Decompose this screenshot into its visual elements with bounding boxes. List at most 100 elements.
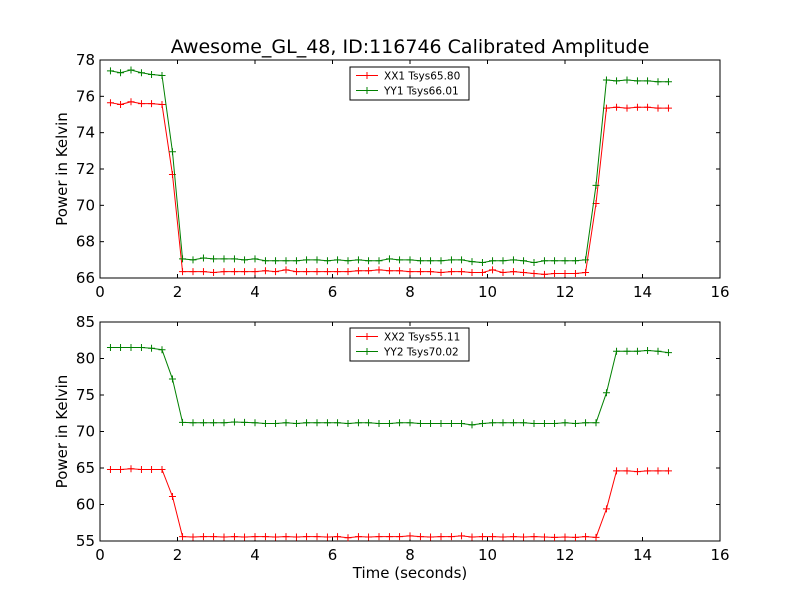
data-point [499, 419, 507, 427]
data-point [613, 103, 621, 111]
x-tick-label: 0 [95, 283, 105, 301]
x-tick-label: 0 [95, 546, 105, 564]
data-point [354, 533, 362, 541]
data-point [602, 505, 610, 513]
data-point [261, 533, 269, 541]
data-point [313, 256, 321, 264]
legend-label: XX2 Tsys55.11 [384, 332, 460, 344]
data-point [540, 419, 548, 427]
data-point [458, 256, 466, 264]
data-point [210, 269, 218, 277]
data-point [282, 266, 290, 274]
y-tick-label: 72 [76, 160, 95, 178]
data-point [509, 256, 517, 264]
data-point [416, 419, 424, 427]
x-tick-label: 8 [405, 546, 415, 564]
data-point [251, 268, 259, 276]
data-point [365, 533, 373, 541]
y-tick-label: 75 [76, 386, 95, 404]
data-point [406, 268, 414, 276]
data-point [385, 255, 393, 263]
data-point [613, 467, 621, 475]
data-point [664, 467, 672, 475]
y-tick-label: 70 [76, 196, 95, 214]
data-point [530, 419, 538, 427]
x-tick-label: 4 [250, 283, 260, 301]
data-point [489, 257, 497, 265]
data-point [365, 257, 373, 265]
y-tick-label: 80 [76, 350, 95, 368]
x-axis-label: Time (seconds) [352, 564, 468, 582]
data-point [158, 101, 166, 109]
data-point [623, 104, 631, 112]
data-point [623, 347, 631, 355]
data-point [427, 268, 435, 276]
data-point [458, 419, 466, 427]
data-point [127, 344, 135, 352]
data-point [396, 419, 404, 427]
data-point [582, 269, 590, 277]
legend-marker [363, 87, 371, 94]
x-tick-label: 10 [478, 283, 497, 301]
data-point [406, 532, 414, 540]
y-axis-label: Power in Kelvin [53, 375, 71, 489]
data-point [561, 269, 569, 277]
data-point [427, 419, 435, 427]
data-point [623, 76, 631, 84]
y-tick-label: 85 [76, 313, 95, 331]
data-point [241, 256, 249, 264]
data-point [437, 419, 445, 427]
data-point [375, 533, 383, 541]
data-point [344, 257, 352, 265]
data-point [437, 533, 445, 541]
data-point [654, 347, 662, 355]
data-point [664, 78, 672, 86]
data-point [261, 267, 269, 275]
data-point [344, 534, 352, 542]
y-tick-label: 66 [76, 269, 95, 287]
data-point [437, 269, 445, 277]
data-point [220, 533, 228, 541]
data-point [179, 533, 187, 541]
data-point [499, 533, 507, 541]
x-tick-label: 6 [328, 546, 338, 564]
data-point [189, 268, 197, 276]
x-tick-label: 4 [250, 546, 260, 564]
x-tick-label: 14 [633, 283, 652, 301]
data-point [561, 419, 569, 427]
data-point [478, 259, 486, 267]
data-point [540, 533, 548, 541]
data-point [117, 465, 125, 473]
data-point [292, 257, 300, 265]
data-point [210, 419, 218, 427]
data-point [561, 257, 569, 265]
data-point [272, 257, 280, 265]
data-point [230, 533, 238, 541]
data-point [551, 533, 559, 541]
data-point [416, 268, 424, 276]
data-point [592, 419, 600, 427]
data-point [199, 254, 207, 262]
data-point [137, 344, 145, 352]
data-point [416, 533, 424, 541]
data-point [447, 268, 455, 276]
data-point [592, 181, 600, 189]
data-point [272, 533, 280, 541]
data-point [303, 419, 311, 427]
data-point [344, 419, 352, 427]
data-point [323, 533, 331, 541]
x-tick-label: 2 [173, 546, 183, 564]
legend: XX2 Tsys55.11 YY2 Tsys70.02 [349, 327, 470, 362]
data-point [323, 268, 331, 276]
data-point [571, 269, 579, 277]
data-point [509, 268, 517, 276]
legend-box [349, 66, 470, 101]
data-point [602, 76, 610, 84]
data-point [406, 419, 414, 427]
data-point [427, 533, 435, 541]
data-point [292, 419, 300, 427]
y-axis-label: Power in Kelvin [53, 112, 71, 226]
data-point [396, 267, 404, 275]
legend-marker [363, 72, 371, 79]
